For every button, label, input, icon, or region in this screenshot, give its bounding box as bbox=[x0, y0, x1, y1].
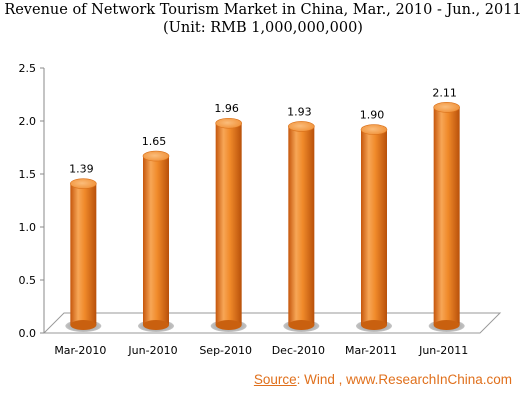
y-tick-label: 2.5 bbox=[19, 62, 37, 75]
x-tick-label: Mar-2011 bbox=[345, 344, 397, 357]
bar-mar-2010 bbox=[65, 178, 102, 332]
source-label[interactable]: Source bbox=[253, 372, 297, 387]
bar-body bbox=[143, 156, 169, 325]
bar-bottom bbox=[361, 320, 387, 330]
data-label: 1.65 bbox=[142, 135, 167, 148]
bar-bottom bbox=[143, 320, 169, 330]
marks: 1.39 Mar-2010 1.65 Jun-2010 1.96 Sep-2010 1.93… bbox=[54, 86, 468, 357]
bar-bottom bbox=[70, 320, 97, 330]
y-tick-label: 0.0 bbox=[19, 327, 37, 340]
bar-body bbox=[288, 126, 315, 325]
bar-body bbox=[433, 107, 460, 325]
x-tick-label: Jun-2010 bbox=[127, 344, 177, 357]
bar-top-cap bbox=[215, 117, 242, 129]
bar-dec-2010 bbox=[283, 121, 320, 332]
data-label: 2.11 bbox=[432, 86, 457, 99]
bar-top-cap bbox=[70, 178, 97, 189]
bar-mar-2011 bbox=[356, 124, 392, 332]
bar-bottom bbox=[288, 320, 315, 330]
bar-bottom bbox=[433, 320, 460, 330]
bar-sep-2010 bbox=[210, 117, 247, 332]
y-tick-label: 0.5 bbox=[19, 274, 37, 287]
bar-body bbox=[361, 129, 387, 325]
x-tick-label: Jun-2011 bbox=[418, 344, 468, 357]
bar-bottom bbox=[215, 320, 242, 330]
data-label: 1.39 bbox=[69, 163, 94, 176]
data-label: 1.96 bbox=[214, 102, 239, 115]
data-label: 1.90 bbox=[360, 109, 385, 122]
x-tick-label: Mar-2010 bbox=[54, 344, 106, 357]
y-tick-label: 1.5 bbox=[19, 168, 37, 181]
bar-top-cap bbox=[433, 102, 460, 113]
bar-jun-2010 bbox=[138, 150, 174, 332]
y-tick-label: 2.0 bbox=[19, 115, 37, 128]
y-tick-label: 1.0 bbox=[19, 221, 37, 234]
x-tick-label: Dec-2010 bbox=[272, 344, 325, 357]
data-label: 1.93 bbox=[287, 105, 312, 118]
bar-top-cap bbox=[288, 121, 315, 132]
bar-top-cap bbox=[142, 150, 170, 162]
bar-top-cap bbox=[360, 124, 388, 135]
source-text: : Wind , www.ResearchInChina.com bbox=[296, 372, 512, 387]
chart-title: Revenue of Network Tourism Market in Chi… bbox=[4, 2, 522, 18]
bar-body bbox=[215, 123, 242, 326]
source-note: Source: Wind , www.ResearchInChina.com bbox=[254, 372, 512, 387]
chart-subtitle: (Unit: RMB 1,000,000,000) bbox=[163, 20, 363, 36]
bar-body bbox=[70, 183, 97, 325]
x-tick-label: Sep-2010 bbox=[199, 344, 252, 357]
bar-jun-2011 bbox=[428, 102, 465, 332]
